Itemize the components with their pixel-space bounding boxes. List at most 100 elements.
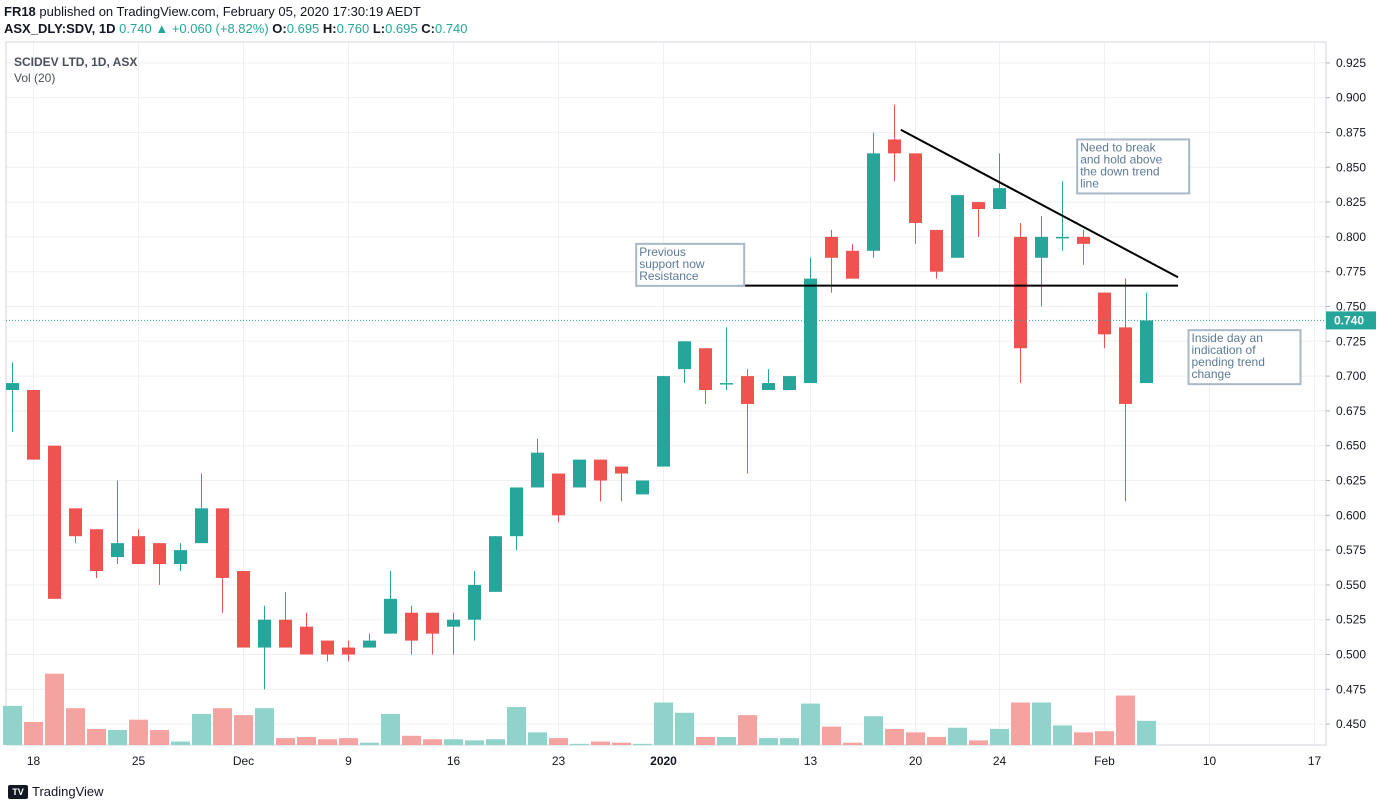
tradingview-brand[interactable]: TV TradingView	[8, 784, 104, 799]
volume-bar	[906, 732, 925, 745]
time-tick-label: 13	[804, 754, 818, 768]
volume-bar	[948, 727, 967, 745]
volume-bar	[24, 722, 43, 745]
open-value: 0.695	[286, 21, 320, 36]
tradingview-logo-icon: TV	[8, 784, 28, 799]
volume-bar	[234, 715, 253, 745]
candle-body	[804, 278, 817, 384]
candle-body	[573, 459, 586, 488]
price-tick-label: 0.600	[1336, 508, 1366, 522]
volume-bar	[570, 743, 589, 745]
volume-bar	[843, 742, 862, 745]
time-tick-label: 17	[1308, 754, 1322, 768]
volume-bar	[3, 705, 22, 745]
volume-legend: Vol (20)	[14, 71, 55, 85]
volume-bar	[192, 713, 211, 745]
annotation-text: pending trend	[1192, 355, 1265, 369]
up-triangle-icon: ▲	[155, 21, 169, 36]
time-tick-label: 10	[1203, 754, 1217, 768]
price-tick-label: 0.475	[1336, 682, 1366, 696]
candle-body	[468, 584, 481, 620]
annotation-box	[635, 242, 746, 287]
candle-body	[678, 341, 691, 370]
drawing-layer	[6, 128, 1326, 321]
volume-bar	[990, 728, 1009, 745]
price-tick-label: 0.750	[1336, 299, 1366, 313]
candle-body	[426, 612, 439, 634]
grid-lines	[6, 42, 1326, 745]
candle-body	[258, 619, 271, 648]
author-name[interactable]: FR18	[4, 4, 36, 19]
volume-bar	[759, 738, 778, 745]
candle-body	[153, 543, 166, 565]
last-price-text: 0.740	[119, 21, 152, 36]
time-tick-label: 2020	[650, 754, 677, 768]
candle-body	[531, 452, 544, 488]
candle-body	[48, 445, 61, 599]
price-tick-label: 0.850	[1336, 160, 1366, 174]
candle-body	[132, 536, 145, 565]
candle-body	[762, 383, 775, 391]
time-tick-label: 20	[909, 754, 923, 768]
volume-bar	[528, 732, 547, 745]
last-price-badge	[1326, 311, 1376, 330]
price-tick-label: 0.700	[1336, 369, 1366, 383]
candle-body	[909, 153, 922, 223]
volume-bar	[339, 738, 358, 745]
candle-body	[846, 250, 859, 279]
annotation-text: change	[1192, 367, 1232, 381]
annotation-text: line	[1080, 176, 1099, 190]
volume-bar	[654, 702, 673, 745]
price-axis[interactable]: 0.450 0.475 0.500 0.525 0.550 0.575 0.600 0.625…	[1326, 56, 1376, 731]
instrument-legend: SCIDEV LTD, 1D, ASX	[14, 55, 137, 69]
volume-bar	[1116, 695, 1135, 745]
volume-bar	[444, 739, 463, 745]
annotation-text: the down trend	[1080, 164, 1159, 178]
candle-body	[6, 383, 19, 391]
candle-body	[342, 647, 355, 655]
candle-body	[195, 508, 208, 544]
volume-bar	[885, 728, 904, 745]
high-label: H:	[322, 21, 337, 36]
time-tick-label: 24	[993, 754, 1007, 768]
published-text: published on TradingView.com, February 0…	[39, 4, 421, 19]
price-tick-label: 0.800	[1336, 230, 1366, 244]
price-tick-label: 0.875	[1336, 125, 1366, 139]
publish-info: FR18 published on TradingView.com, Febru…	[4, 4, 421, 19]
price-tick-label: 0.900	[1336, 91, 1366, 105]
volume-bar	[969, 740, 988, 745]
price-tick-label: 0.500	[1336, 648, 1366, 662]
symbol-label: ASX_DLY:SDV, 1D	[4, 21, 116, 36]
candle-body	[510, 487, 523, 537]
volume-bar	[549, 738, 568, 745]
volume-bar	[129, 719, 148, 745]
candle-body	[1140, 320, 1153, 384]
low-label: L:	[372, 21, 386, 36]
volume-bar	[633, 743, 652, 745]
volume-bar	[45, 673, 64, 745]
candle-body	[111, 543, 124, 558]
candle-body	[1056, 236, 1069, 239]
volume-bar	[612, 742, 631, 745]
volume-bar	[696, 736, 715, 745]
time-tick-label: Feb	[1094, 754, 1115, 768]
annotation-text: support now	[639, 257, 705, 271]
candle-body	[615, 466, 628, 474]
candle-body	[384, 598, 397, 634]
price-tick-label: 0.650	[1336, 439, 1366, 453]
price-tick-label: 0.925	[1336, 56, 1366, 70]
candle-body	[888, 139, 901, 154]
candle-body	[237, 570, 250, 648]
candle-body	[1098, 292, 1111, 335]
annotation-box	[1076, 138, 1191, 195]
candle-body	[930, 229, 943, 272]
time-axis[interactable]: 18 25 Dec 9 16 23 2020 13 20 24 Feb 10 17	[27, 754, 1322, 768]
candle-body	[1014, 236, 1027, 349]
volume-bar	[1137, 720, 1156, 745]
volume-bar	[297, 736, 316, 745]
volume-bar	[318, 739, 337, 745]
volume-bar	[801, 703, 820, 745]
annotation-box	[1187, 329, 1302, 386]
